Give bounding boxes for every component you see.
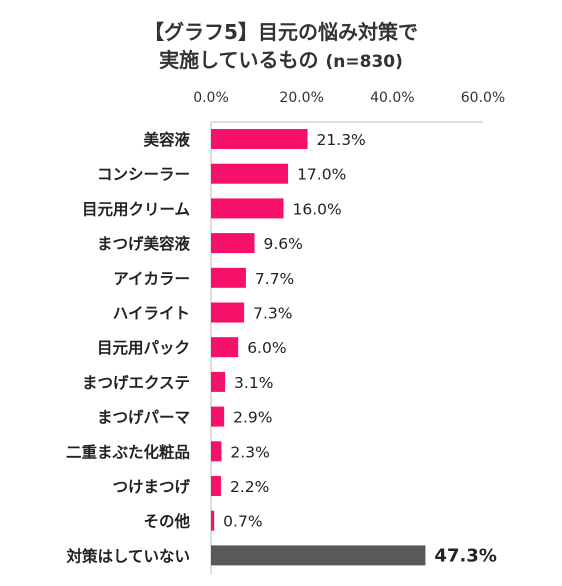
category-label: まつげエクステ [82,374,190,392]
category-label: 目元用クリーム [82,200,190,218]
data-label: 2.9% [233,409,272,427]
bar [211,406,225,427]
data-label: 2.3% [230,443,269,461]
category-label: まつげ美容液 [97,234,191,253]
category-label: 美容液 [143,130,190,149]
data-label: 21.3% [317,131,366,149]
category-label: 二重まぶた化粧品 [66,442,190,461]
data-label: 16.0% [293,200,342,218]
sample-size-note: (n=830) [325,52,403,72]
chart-title-text: 実施しているもの [159,48,319,72]
x-tick-label: 60.0% [461,90,505,106]
data-label: 47.3% [434,545,496,566]
category-label: ハイライト [113,305,190,323]
bar [211,441,222,462]
data-label: 17.0% [297,166,346,184]
category-label: アイカラー [113,270,190,288]
bar [211,510,215,531]
x-tick-label: 40.0% [370,90,414,106]
data-label: 9.6% [264,235,303,253]
category-label: つけまつげ [112,478,190,496]
bar [211,129,308,149]
category-label: その他 [143,512,190,531]
chart-title-line1: 【グラフ5】目元の悩み対策で [144,20,418,44]
bar [211,302,245,323]
x-tick-label: 0.0% [193,90,229,106]
bar [211,198,284,219]
data-label: 7.3% [253,305,292,323]
bar [211,476,221,496]
data-label: 0.7% [223,513,262,531]
bar [211,233,255,254]
category-label: コンシーラー [97,166,190,184]
category-label: 目元用パック [97,339,190,357]
bar [211,371,226,392]
category-label: まつげパーマ [97,409,190,427]
data-label: 6.0% [247,339,286,357]
data-label: 2.2% [230,478,269,496]
category-label: 対策はしていない [65,546,190,565]
chart-title-line2: 実施しているもの (n=830) [0,44,562,73]
x-tick-label: 20.0% [279,90,323,106]
data-label: 7.7% [255,270,294,288]
bar [211,163,289,184]
bar [211,267,246,288]
bar [211,545,426,566]
bar [211,337,239,358]
data-label: 3.1% [234,374,273,392]
